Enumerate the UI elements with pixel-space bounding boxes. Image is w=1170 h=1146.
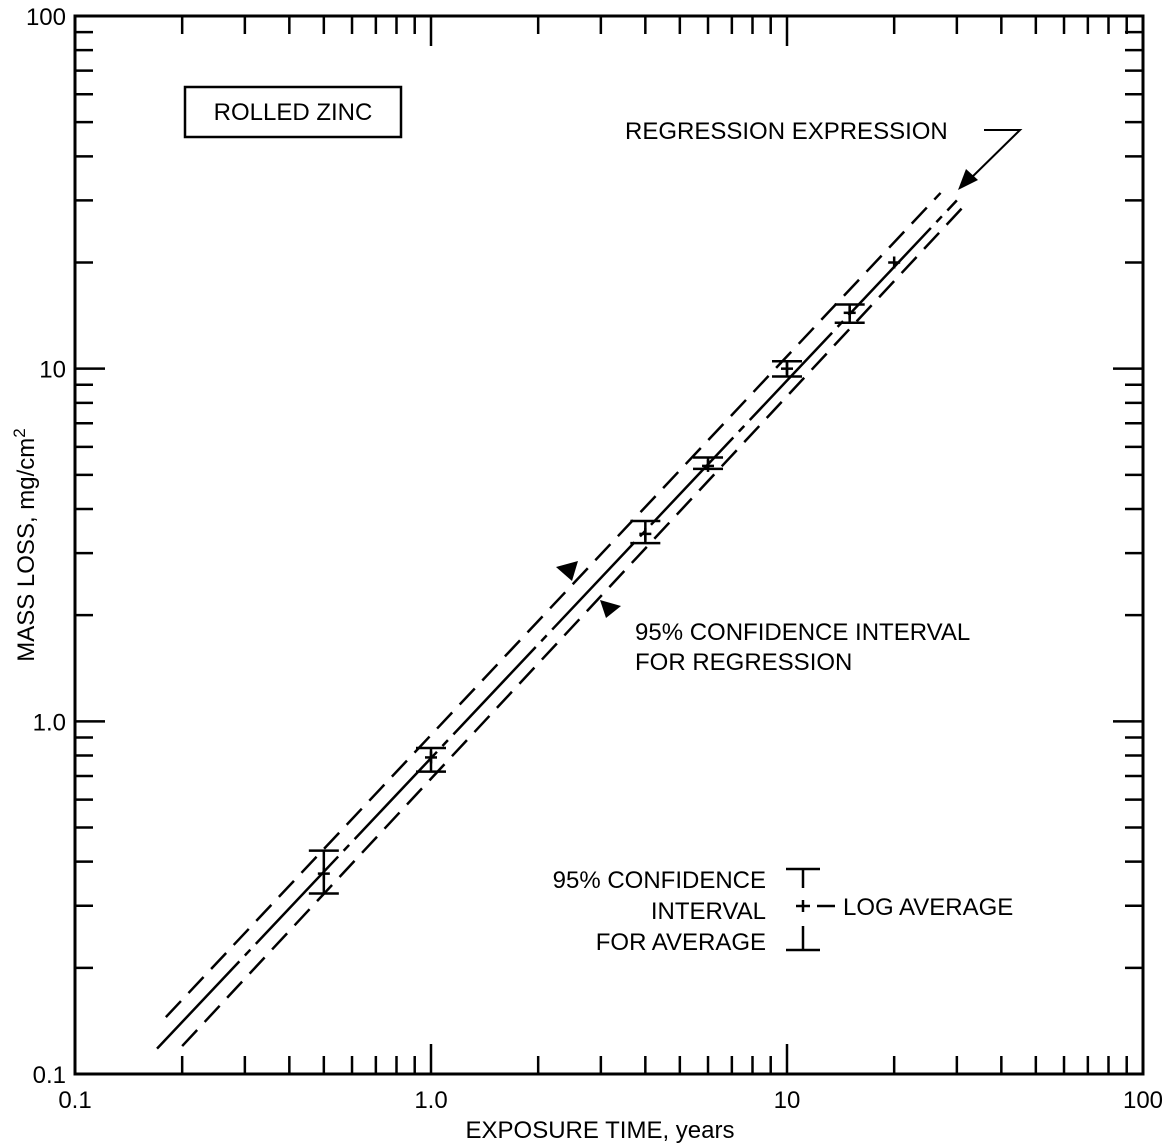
x-tick-label: 100 <box>1123 1087 1163 1114</box>
log-average-point <box>693 456 724 472</box>
y-tick-label: 100 <box>26 4 66 31</box>
material-box: ROLLED ZINC <box>183 85 403 139</box>
regression-line <box>156 199 958 1050</box>
ci-upper-line <box>164 192 942 1018</box>
legend-line1: 95% CONFIDENCE <box>553 867 766 894</box>
ci-lower-line <box>181 207 963 1047</box>
legend-ci-symbol <box>786 867 835 952</box>
log-average-points <box>308 256 901 895</box>
regression-leader <box>966 129 1023 183</box>
plot-frame <box>73 14 1145 1076</box>
legend: 95% CONFIDENCE INTERVAL FOR AVERAGE LOG … <box>553 867 1014 956</box>
x-tick-label: 0.1 <box>58 1087 91 1114</box>
y-tick-label: 1.0 <box>33 709 66 736</box>
material-box-label: ROLLED ZINC <box>214 99 373 126</box>
series-lines <box>156 192 963 1050</box>
y-tick-labels: 0.1 1.0 10 100 <box>26 4 66 1089</box>
x-axis-label: EXPOSURE TIME, years <box>466 1117 735 1144</box>
log-average-point <box>630 519 661 545</box>
log-average-point <box>834 303 865 324</box>
legend-line3: FOR AVERAGE <box>596 929 766 956</box>
regression-arrowhead <box>958 169 978 190</box>
axis-ticks <box>75 16 1143 1074</box>
legend-log-average: LOG AVERAGE <box>843 894 1013 921</box>
ci-upper-marker <box>556 561 578 581</box>
log-average-point <box>308 849 339 895</box>
legend-line2: INTERVAL <box>651 898 766 925</box>
x-tick-labels: 0.1 1.0 10 100 <box>58 1087 1163 1114</box>
ci-regression-annotation-line1: 95% CONFIDENCE INTERVAL <box>635 619 970 646</box>
x-tick-label: 1.0 <box>414 1087 447 1114</box>
ci-lower-marker <box>600 600 621 618</box>
y-tick-label: 10 <box>39 357 66 384</box>
y-tick-label: 0.1 <box>33 1062 66 1089</box>
ci-regression-annotation-line2: FOR REGRESSION <box>635 649 852 676</box>
y-axis-label: MASS LOSS, mg/cm2 <box>10 428 40 662</box>
log-average-point <box>772 359 802 378</box>
log-average-point <box>888 256 901 269</box>
x-tick-label: 10 <box>774 1087 801 1114</box>
log-average-point <box>416 746 446 773</box>
regression-annotation: REGRESSION EXPRESSION <box>625 118 948 145</box>
